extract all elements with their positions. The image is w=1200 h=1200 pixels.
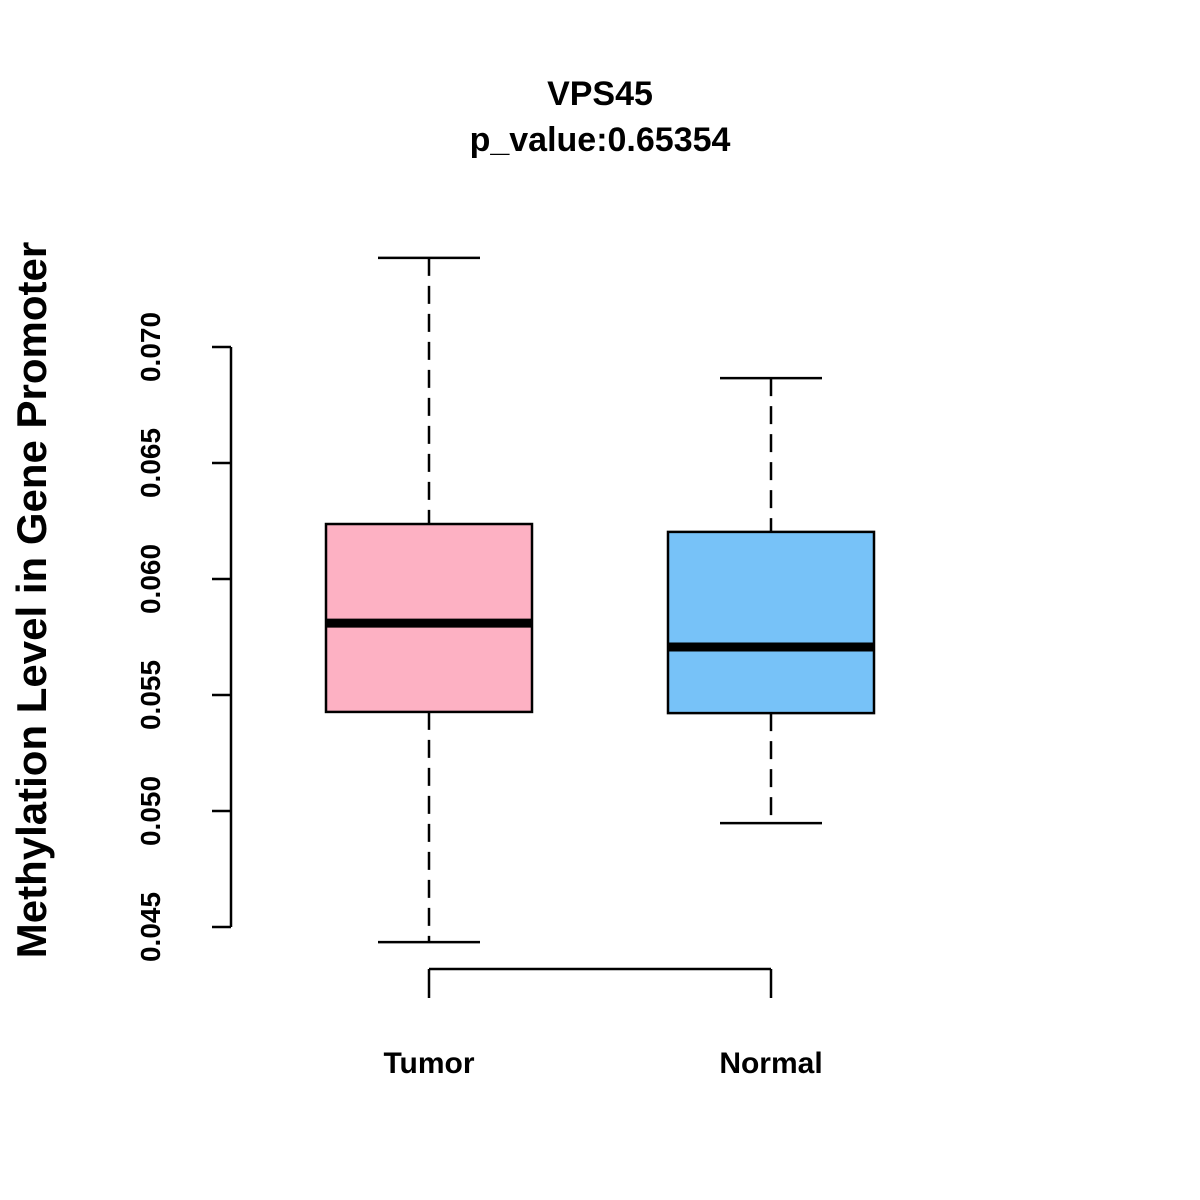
- y-tick-label: 0.050: [135, 776, 166, 846]
- box-tumor: [324, 256, 534, 944]
- boxes: [324, 256, 876, 944]
- y-tick-label: 0.060: [135, 544, 166, 614]
- y-axis-label: Methylation Level in Gene Promoter: [8, 242, 55, 958]
- y-axis: 0.045 0.050 0.055 0.060 0.065 0.070: [135, 312, 233, 962]
- y-tick-label: 0.055: [135, 660, 166, 730]
- x-axis: Tumor Normal: [383, 967, 823, 1080]
- y-tick-label: 0.065: [135, 428, 166, 498]
- chart-subtitle: p_value:0.65354: [470, 121, 731, 159]
- y-tick-label: 0.070: [135, 312, 166, 382]
- x-tick-label: Tumor: [383, 1047, 474, 1080]
- y-tick-label: 0.045: [135, 892, 166, 962]
- chart-title: VPS45: [547, 75, 653, 113]
- box-normal: [666, 376, 876, 825]
- x-tick-label: Normal: [719, 1047, 822, 1080]
- iqr-box: [666, 530, 876, 715]
- iqr-box: [324, 522, 534, 714]
